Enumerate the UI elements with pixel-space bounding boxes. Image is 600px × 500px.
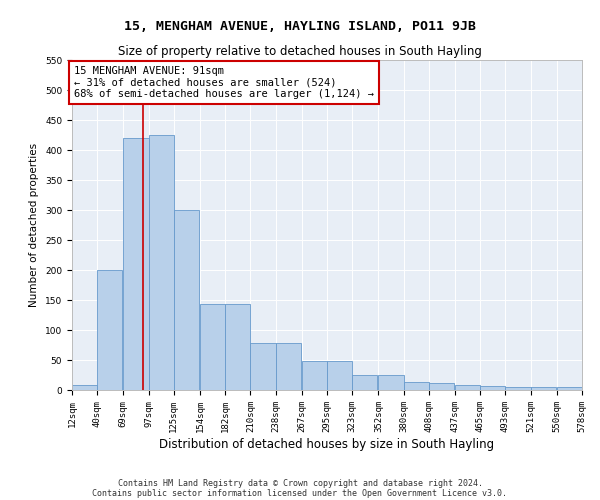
Bar: [327, 361, 352, 390]
Bar: [530, 387, 556, 390]
Bar: [72, 385, 97, 390]
X-axis label: Distribution of detached houses by size in South Hayling: Distribution of detached houses by size …: [160, 438, 494, 450]
Bar: [429, 383, 454, 390]
Bar: [275, 343, 301, 390]
Bar: [557, 387, 582, 390]
Text: 15, MENGHAM AVENUE, HAYLING ISLAND, PO11 9JB: 15, MENGHAM AVENUE, HAYLING ISLAND, PO11…: [124, 20, 476, 33]
Bar: [480, 386, 505, 390]
Bar: [379, 375, 404, 390]
Bar: [97, 270, 122, 390]
Text: Contains HM Land Registry data © Crown copyright and database right 2024.: Contains HM Land Registry data © Crown c…: [118, 478, 482, 488]
Bar: [124, 138, 149, 390]
Bar: [404, 382, 429, 390]
Text: 15 MENGHAM AVENUE: 91sqm
← 31% of detached houses are smaller (524)
68% of semi-: 15 MENGHAM AVENUE: 91sqm ← 31% of detach…: [74, 66, 374, 99]
Text: Contains public sector information licensed under the Open Government Licence v3: Contains public sector information licen…: [92, 488, 508, 498]
Bar: [302, 361, 327, 390]
Bar: [505, 387, 530, 390]
Bar: [149, 135, 174, 390]
Bar: [455, 385, 480, 390]
Y-axis label: Number of detached properties: Number of detached properties: [29, 143, 40, 307]
Bar: [352, 375, 377, 390]
Bar: [174, 210, 199, 390]
Bar: [225, 304, 250, 390]
Text: Size of property relative to detached houses in South Hayling: Size of property relative to detached ho…: [118, 45, 482, 58]
Bar: [200, 304, 225, 390]
Bar: [250, 343, 275, 390]
